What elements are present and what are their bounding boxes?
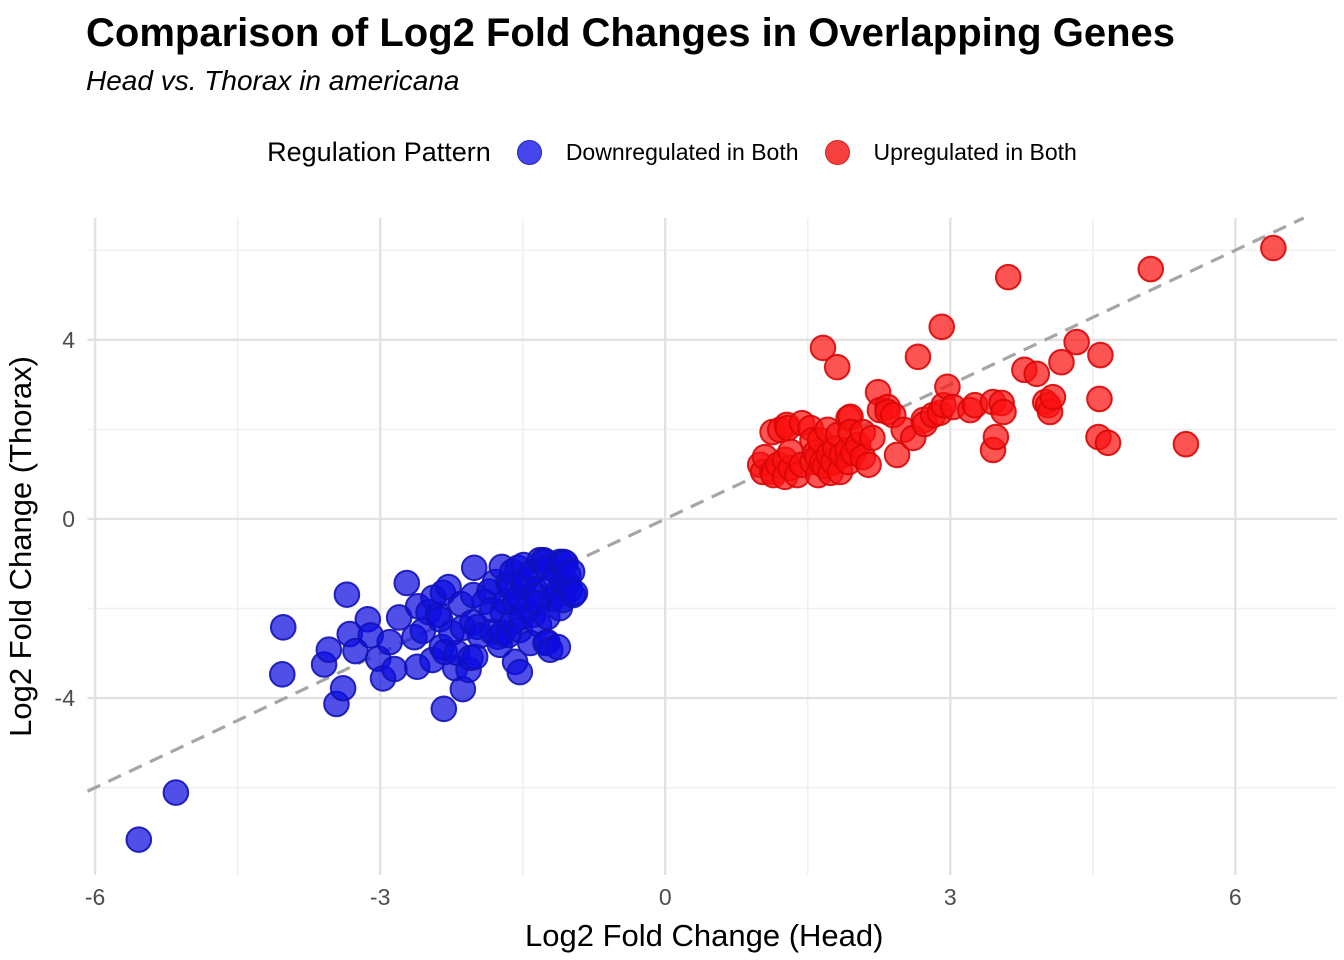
blue-dot-icon <box>516 139 542 165</box>
chart-title: Comparison of Log2 Fold Changes in Overl… <box>86 11 1176 55</box>
data-point <box>990 398 1017 426</box>
data-point <box>1087 341 1114 369</box>
data-point <box>376 628 403 656</box>
data-point <box>1260 234 1287 262</box>
data-point <box>268 661 296 688</box>
data-point <box>460 554 488 582</box>
data-point <box>1048 348 1075 376</box>
x-tick-label: 0 <box>659 884 672 910</box>
y-tick-label: 4 <box>62 327 75 353</box>
identity-line <box>86 216 1305 793</box>
data-point <box>162 779 190 806</box>
data-point <box>125 826 153 853</box>
data-point <box>883 441 911 469</box>
data-point <box>1039 383 1067 411</box>
data-point <box>855 451 882 479</box>
chart-subtitle: Head vs. Thorax in americana <box>86 65 460 96</box>
data-point <box>904 343 932 371</box>
data-point <box>506 658 534 686</box>
data-point <box>1172 430 1200 458</box>
data-point <box>859 424 886 452</box>
data-point <box>269 614 297 641</box>
x-tick-label: -3 <box>370 884 390 910</box>
data-point <box>329 674 357 702</box>
data-point <box>1137 255 1165 283</box>
data-point <box>994 263 1022 291</box>
x-tick-label: 6 <box>1229 884 1242 910</box>
data-point <box>1094 429 1122 457</box>
x-axis-title: Log2 Fold Change (Head) <box>525 918 883 953</box>
data-point <box>809 334 837 362</box>
data-point <box>1023 360 1051 388</box>
data-point <box>430 695 458 723</box>
y-axis-title: Log2 Fold Change (Thorax) <box>3 356 38 737</box>
legend-title: Regulation Pattern <box>267 136 491 167</box>
x-tick-label: 3 <box>944 884 957 910</box>
data-point <box>315 636 343 664</box>
data-point <box>1086 385 1113 413</box>
legend-label-downregulated: Downregulated in Both <box>565 138 799 165</box>
data-point <box>381 655 408 683</box>
legend-item-downregulated: Downregulated in Both <box>516 138 799 166</box>
data-point <box>544 633 572 661</box>
data-point <box>393 569 421 597</box>
legend-item-upregulated: Upregulated in Both <box>824 138 1077 166</box>
legend-label-upregulated: Upregulated in Both <box>873 138 1077 165</box>
y-tick-label: -4 <box>55 685 76 711</box>
data-point <box>928 313 956 341</box>
data-point <box>823 353 851 381</box>
data-point <box>1063 328 1090 356</box>
data-point <box>982 423 1010 451</box>
red-dot-icon <box>824 139 850 165</box>
y-tick-label: 0 <box>62 506 75 532</box>
legend: Regulation Pattern Downregulated in Both… <box>0 135 1344 169</box>
x-tick-label: -6 <box>85 884 105 910</box>
data-point <box>561 579 589 607</box>
data-point <box>333 581 361 608</box>
data-point <box>461 643 489 671</box>
